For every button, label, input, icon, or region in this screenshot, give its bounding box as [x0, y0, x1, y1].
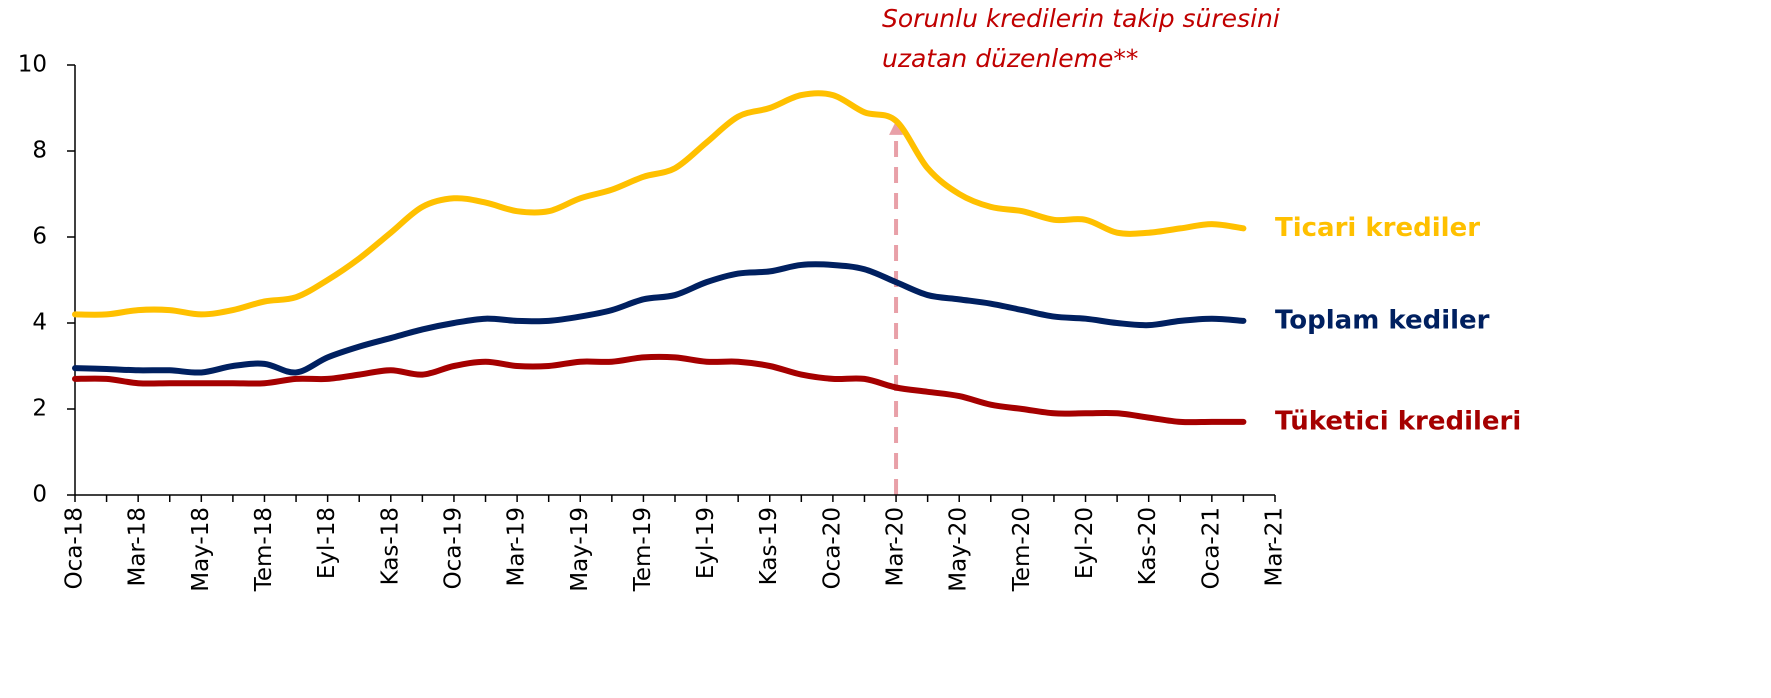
x-tick-label: Oca-20 — [819, 507, 845, 589]
x-tick-label: Eyl-20 — [1072, 507, 1098, 579]
x-tick-label: Mar-19 — [504, 507, 530, 587]
x-tick-label: Kas-20 — [1135, 507, 1161, 585]
y-tick-label: 10 — [18, 52, 47, 78]
x-tick-label: May-18 — [188, 507, 214, 592]
annotation: uzatan düzenleme** — [882, 44, 1138, 73]
y-tick-label: 4 — [32, 310, 47, 336]
x-tick-label: Mar-21 — [1262, 507, 1288, 587]
series-label: Toplam kediler — [1275, 305, 1490, 335]
annotation-arrow — [889, 120, 904, 135]
x-tick-label: Oca-21 — [1198, 507, 1224, 589]
series-label: Tüketici kredileri — [1275, 406, 1521, 436]
x-tick-label: Oca-18 — [62, 507, 88, 589]
x-tick-label: Tem-20 — [1009, 507, 1035, 592]
y-tick-label: 6 — [32, 224, 47, 250]
x-tick-label: May-20 — [946, 507, 972, 592]
x-tick-label: May-19 — [567, 507, 593, 592]
x-tick-label: Eyl-18 — [314, 507, 340, 579]
series-line — [72, 90, 1247, 318]
x-tick-label: Eyl-19 — [693, 507, 719, 579]
x-tick-label: Kas-19 — [756, 507, 782, 585]
series-label: Ticari krediler — [1275, 213, 1480, 243]
y-tick-label: 2 — [32, 396, 47, 422]
x-tick-label: Tem-19 — [630, 507, 656, 592]
annotation: Sorunlu kredilerin takip süresini — [882, 4, 1280, 33]
x-tick-label: Mar-20 — [883, 507, 909, 587]
series-line — [72, 261, 1247, 376]
x-tick-label: Kas-18 — [377, 507, 403, 585]
x-tick-label: Oca-19 — [440, 507, 466, 589]
y-tick-label: 0 — [32, 482, 47, 508]
series-line — [72, 353, 1247, 426]
x-tick-label: Mar-18 — [125, 507, 151, 587]
x-tick-label: Tem-18 — [251, 507, 277, 592]
y-tick-label: 8 — [32, 138, 47, 164]
